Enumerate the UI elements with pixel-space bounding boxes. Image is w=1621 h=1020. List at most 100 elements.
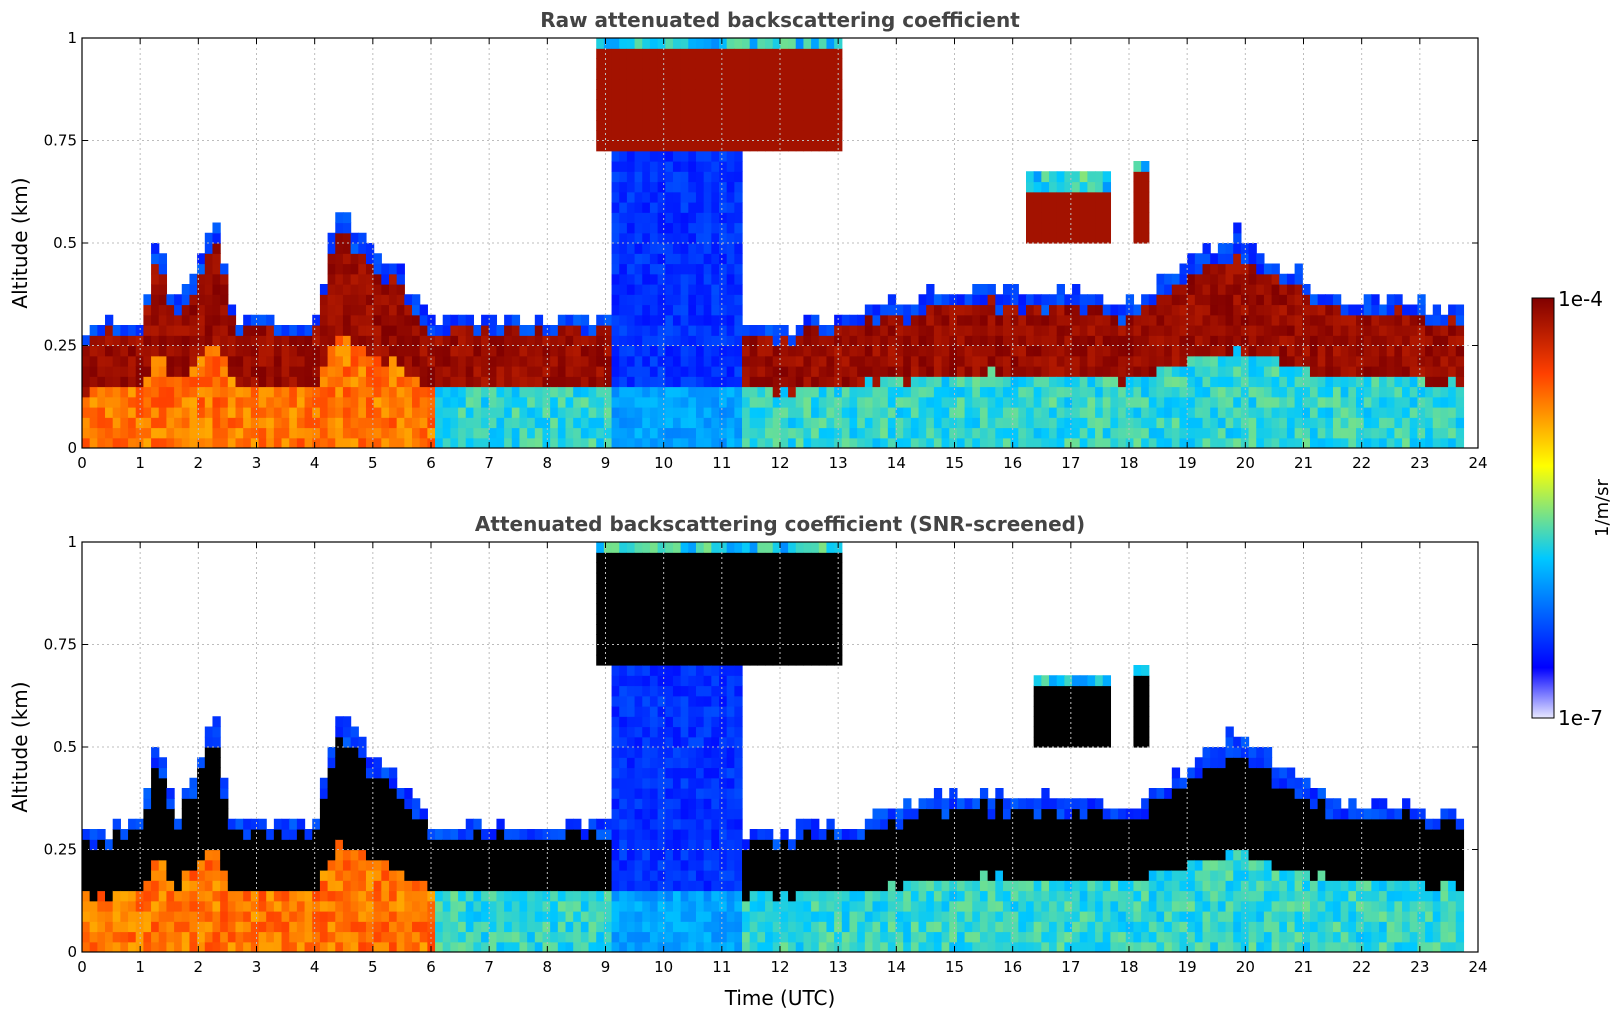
heatmap-cell: [1118, 366, 1127, 377]
heatmap-cell: [412, 849, 421, 861]
heatmap-cell: [657, 417, 666, 429]
heatmap-cell: [626, 716, 636, 728]
heatmap-cell: [672, 99, 682, 111]
heatmap-cell: [1394, 355, 1403, 367]
heatmap-cell: [128, 890, 137, 902]
heatmap-cell: [404, 911, 413, 922]
heatmap-cell: [327, 798, 336, 810]
heatmap-cell: [1018, 437, 1027, 448]
heatmap-cell: [151, 911, 160, 922]
heatmap-cell: [903, 366, 912, 377]
heatmap-cell: [619, 880, 628, 892]
heatmap-cell: [381, 417, 390, 429]
heatmap-cell: [642, 284, 651, 295]
heatmap-cell: [197, 355, 206, 367]
heatmap-cell: [695, 407, 705, 418]
heatmap-cell: [573, 325, 582, 336]
heatmap-cell: [611, 386, 620, 398]
heatmap-cell: [979, 355, 989, 367]
heatmap-cell: [542, 427, 551, 439]
heatmap-cell: [135, 931, 144, 943]
heatmap-cell: [1332, 386, 1342, 398]
heatmap-cell: [788, 79, 797, 90]
heatmap-cell: [588, 890, 597, 902]
heatmap-cell: [703, 396, 712, 408]
heatmap-cell: [788, 407, 797, 418]
heatmap-cell: [1125, 386, 1135, 398]
heatmap-cell: [1033, 314, 1042, 326]
heatmap-cell: [649, 376, 659, 388]
heatmap-cell: [695, 263, 705, 275]
heatmap-cell: [734, 48, 743, 60]
heatmap-cell: [649, 355, 659, 367]
heatmap-cell: [388, 294, 398, 306]
heatmap-cell: [619, 48, 628, 60]
heatmap-cell: [933, 325, 943, 336]
heatmap-cell: [204, 880, 214, 892]
heatmap-cell: [680, 695, 689, 707]
heatmap-cell: [281, 931, 290, 943]
heatmap-cell: [688, 757, 697, 769]
heatmap-cell: [772, 366, 781, 377]
heatmap-cell: [1409, 396, 1418, 408]
heatmap-cell: [335, 304, 344, 316]
heatmap-cell: [1233, 407, 1242, 418]
heatmap-cell: [496, 355, 505, 367]
heatmap-cell: [1026, 304, 1035, 316]
heatmap-cell: [442, 376, 451, 388]
heatmap-cell: [857, 427, 866, 439]
heatmap-cell: [1041, 191, 1050, 203]
heatmap-cell: [1394, 417, 1403, 429]
heatmap-cell: [534, 427, 544, 439]
heatmap-cell: [412, 818, 421, 830]
heatmap-cell: [933, 294, 943, 306]
heatmap-cell: [227, 366, 237, 377]
heatmap-cell: [672, 695, 682, 707]
heatmap-cell: [527, 386, 536, 398]
heatmap-cell: [826, 355, 835, 367]
heatmap-cell: [642, 325, 651, 336]
heatmap-cell: [335, 222, 344, 234]
heatmap-cell: [335, 849, 344, 861]
heatmap-cell: [1425, 314, 1434, 326]
heatmap-cell: [89, 417, 98, 429]
heatmap-cell: [388, 931, 398, 943]
heatmap-cell: [488, 437, 498, 448]
heatmap-cell: [619, 726, 628, 738]
heatmap-cell: [688, 562, 697, 574]
heatmap-cell: [1432, 386, 1442, 398]
heatmap-cell: [688, 675, 697, 687]
heatmap-cell: [695, 232, 705, 244]
heatmap-cell: [319, 829, 329, 840]
heatmap-cell: [672, 849, 682, 861]
heatmap-cell: [918, 437, 927, 448]
heatmap-cell: [1079, 366, 1088, 377]
heatmap-cell: [1171, 417, 1181, 429]
heatmap-cell: [611, 634, 620, 646]
heatmap-cell: [596, 396, 605, 408]
heatmap-cell: [1179, 284, 1188, 295]
heatmap-cell: [481, 345, 490, 357]
heatmap-cell: [872, 304, 881, 316]
heatmap-cell: [319, 911, 329, 922]
heatmap-cell: [588, 355, 597, 367]
heatmap-cell: [619, 685, 628, 697]
heatmap-cell: [695, 829, 705, 840]
heatmap-cell: [619, 161, 628, 172]
heatmap-cell: [1087, 314, 1096, 326]
heatmap-cell: [1072, 366, 1081, 377]
heatmap-cell: [887, 366, 897, 377]
heatmap-cell: [765, 120, 774, 131]
heatmap-cell: [1271, 366, 1280, 377]
heatmap-cell: [703, 58, 712, 70]
heatmap-cell: [174, 335, 183, 347]
heatmap-cell: [1141, 345, 1150, 357]
heatmap-cell: [1179, 355, 1188, 367]
heatmap-cell: [649, 396, 659, 408]
heatmap-cell: [611, 284, 620, 295]
heatmap-cell: [742, 58, 751, 70]
heatmap-cell: [1233, 355, 1242, 367]
heatmap-cell: [166, 818, 175, 830]
heatmap-cell: [1141, 232, 1150, 244]
heatmap-cell: [665, 788, 674, 799]
